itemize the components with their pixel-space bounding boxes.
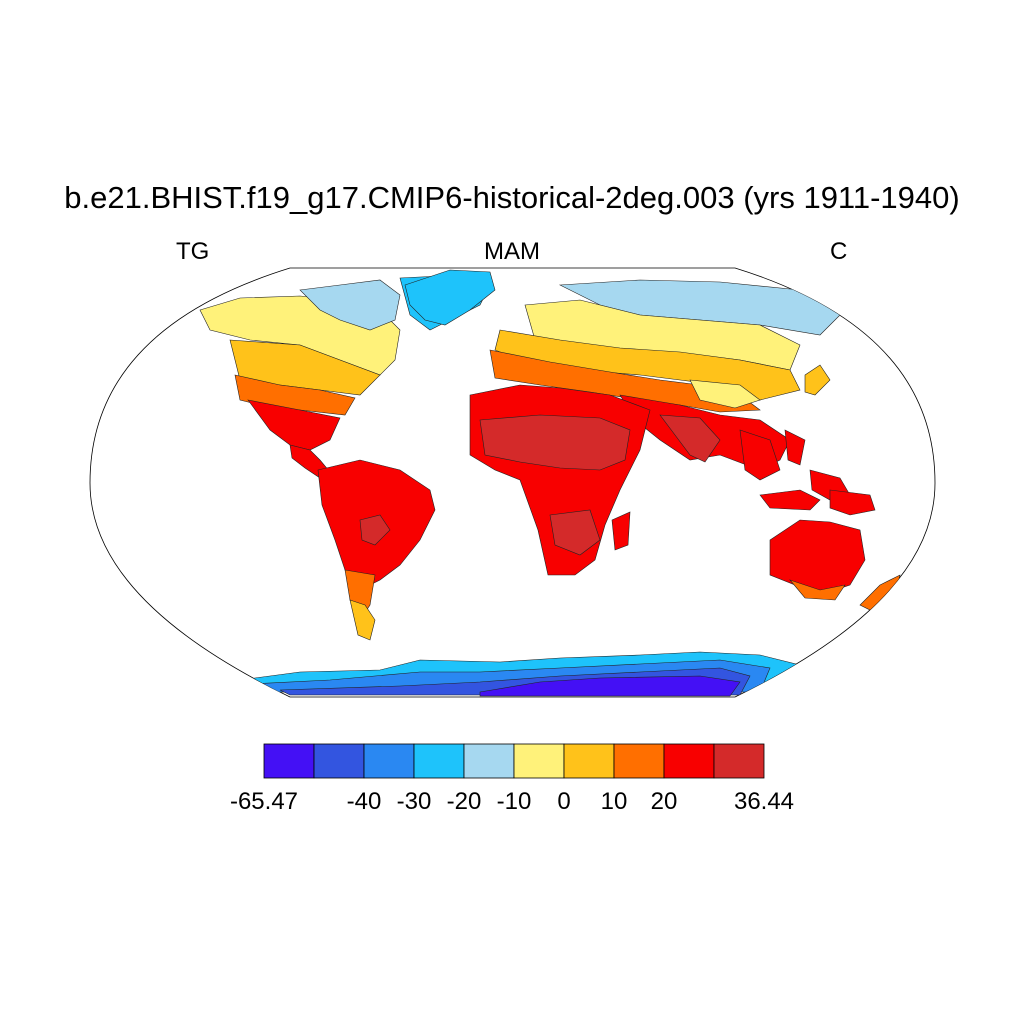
season-label: MAM: [484, 238, 540, 265]
colorbar-tick-label: -65.47: [229, 788, 299, 815]
maritime-continent: [739, 429, 876, 516]
japan: [804, 364, 831, 396]
colorbar-swatch: [413, 743, 465, 779]
map-title: b.e21.BHIST.f19_g17.CMIP6-historical-2de…: [64, 180, 960, 215]
colorbar-tick-label: 0: [557, 788, 571, 815]
north-america: [199, 274, 491, 451]
colorbar-swatch: [263, 743, 315, 779]
colorbar-tick-label: 36.44: [733, 788, 795, 815]
units-label: C: [830, 238, 848, 265]
colorbar-swatch: [463, 743, 515, 779]
variable-label: TG: [176, 238, 210, 265]
colorbar-swatch: [563, 743, 615, 779]
colorbar-swatch: [663, 743, 715, 779]
africa: [469, 384, 651, 576]
colorbar-swatch: [613, 743, 665, 779]
colorbar-swatch: [313, 743, 365, 779]
colorbar-tick-label: -40: [346, 788, 382, 815]
eurasia: [489, 279, 841, 471]
colorbar-tick-label: -20: [446, 788, 482, 815]
colorbar-tick-label: -30: [396, 788, 432, 815]
antarctica: [239, 651, 801, 697]
greenland: [404, 269, 496, 326]
colorbar-swatch: [713, 743, 765, 779]
colorbar-tick-label: 10: [600, 788, 628, 815]
colorbar-tick-label: -10: [496, 788, 532, 815]
colorbar-tick-label: 20: [650, 788, 678, 815]
australia: [769, 519, 866, 601]
south-america: [317, 459, 436, 641]
colorbar-swatch: [513, 743, 565, 779]
colorbar-swatch: [363, 743, 415, 779]
